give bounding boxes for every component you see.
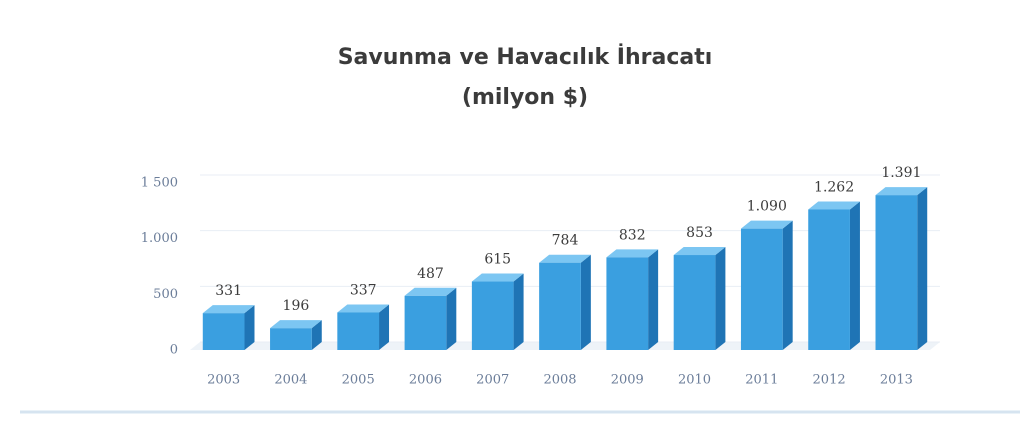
y-tick-label: 500 [153,287,178,302]
x-tick-label: 2013 [880,373,913,388]
y-tick-label: 0 [170,343,178,358]
bar-side [446,287,457,350]
value-label: 487 [417,266,444,282]
bar [808,209,850,350]
value-label: 1.262 [814,179,854,195]
bar-top [808,201,860,210]
bar-top [606,249,659,258]
x-tick-label: 2012 [813,373,846,388]
x-tick-label: 2006 [409,373,442,388]
bar [471,281,514,350]
bar [202,313,245,350]
bar-top [539,254,591,263]
bar-top [270,320,322,329]
value-label: 196 [283,298,310,314]
value-label: 784 [552,233,579,249]
bar [404,295,447,350]
x-tick-label: 2004 [274,373,307,388]
value-label: 337 [350,282,377,298]
bar [740,228,783,350]
x-tick-label: 2011 [745,373,778,388]
bar-top [404,287,457,296]
bar-side [648,249,659,350]
bar-top [875,187,928,196]
bar [673,255,716,350]
bar-side [513,273,524,350]
bar-side [715,247,726,350]
x-tick-label: 2003 [207,373,240,388]
bar-side [580,254,591,350]
bar-side [311,320,322,350]
bar-side [244,305,255,350]
bar-side [782,220,793,350]
bar-top [471,273,524,282]
bar [875,195,918,350]
chart-title: Savunma ve Havacılık İhracatı [338,44,713,70]
bar-top [337,304,390,313]
bar [270,328,312,350]
y-tick-label: 1 500 [141,176,178,191]
value-label: 1.090 [747,199,787,215]
x-tick-label: 2007 [476,373,509,388]
bar-top [673,247,726,256]
bar [606,257,649,350]
bar-top [202,305,255,314]
x-tick-label: 2009 [611,373,644,388]
x-tick-label: 2005 [342,373,375,388]
value-label: 832 [619,227,646,243]
y-tick-label: 1.000 [141,231,178,246]
chart-subtitle: (milyon $) [462,85,588,110]
value-label: 615 [484,252,511,268]
bar-side [917,187,928,350]
value-label: 853 [686,225,713,241]
value-label: 331 [215,283,242,299]
bar [337,312,380,350]
x-tick-label: 2008 [543,373,576,388]
value-label: 1.391 [881,165,921,181]
bar [539,262,581,350]
bar-top [740,220,793,229]
bar-side [379,304,390,350]
x-tick-label: 2010 [678,373,711,388]
bar-side [849,201,860,350]
